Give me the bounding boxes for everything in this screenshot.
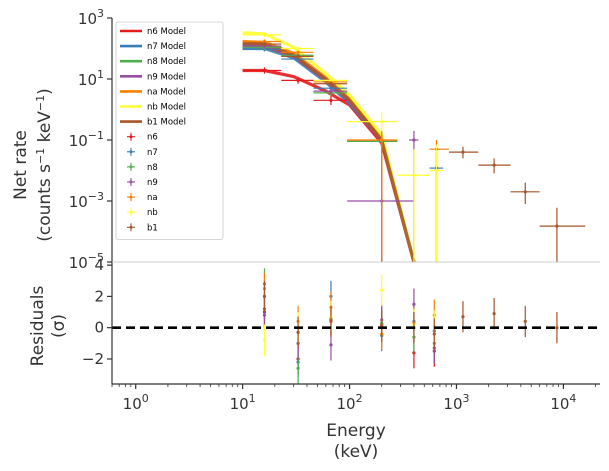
residuals-y-label-line1: Residuals (28, 286, 48, 367)
residual-point-b1 (380, 310, 384, 342)
data-point-nb (242, 33, 282, 37)
residuals-y-tick-label: −2 (82, 350, 104, 368)
residuals-y-tick-label: 0 (94, 319, 104, 337)
data-point-na (429, 140, 449, 262)
residual-point-b1 (262, 280, 267, 313)
legend-label: b1 (147, 223, 158, 233)
data-point-nb (429, 144, 444, 262)
legend-label: na Model (147, 87, 186, 97)
data-point-n9 (313, 88, 348, 95)
model-curves (242, 31, 416, 263)
data-point-n6 (281, 77, 314, 84)
data-point-na (281, 50, 314, 55)
residuals-y-ticks: 4 2 0 −2 (82, 256, 112, 368)
data-point-b1 (242, 42, 282, 47)
residuals-y-tick-label: 2 (94, 287, 104, 305)
residual-point-b1 (329, 305, 333, 338)
residual-point-b1 (296, 316, 300, 349)
data-point-n6 (347, 134, 398, 262)
residual-point-b1 (492, 297, 496, 330)
legend-label: nb Model (147, 103, 186, 113)
data-point-b1 (510, 182, 540, 204)
legend-swatch-n9-data (127, 178, 135, 186)
legend: n6 Model n7 Model n8 Model n9 Model na Model… (115, 21, 224, 240)
legend-label: n9 Model (147, 72, 186, 82)
residual-point-nb (380, 274, 384, 306)
residual-point-b1 (555, 312, 559, 344)
x-axis-label-line2: (keV) (334, 442, 379, 462)
legend-swatch-n8-data (127, 162, 135, 171)
data-point-b1 (478, 158, 511, 174)
model-curve-nb (242, 31, 416, 263)
legend-label: n8 (147, 163, 158, 173)
legend-swatch-nb-data (127, 208, 135, 217)
energy-x-tick-label: 103 (443, 392, 469, 413)
spectrum-y-label-line2: (counts s−1 keV−1) (34, 88, 55, 242)
spectrum-y-tick-label: 10−3 (69, 190, 104, 211)
spectrum-y-ticks: 103 101 10−1 10−3 10−5 (69, 7, 112, 272)
legend-label: n6 Model (147, 27, 186, 37)
legend-swatch-n6-data (127, 132, 135, 141)
legend-swatch-b1-data (127, 223, 135, 232)
energy-x-ticks: 100 101 102 103 104 (111, 384, 596, 413)
legend-label: n6 (147, 133, 158, 143)
spectrum-y-tick-label: 10−5 (69, 251, 104, 272)
legend-label: n7 Model (147, 42, 186, 52)
spectrum-y-tick-label: 10−1 (69, 129, 104, 150)
data-point-b1 (448, 146, 479, 159)
residuals-y-label-line2: (σ) (49, 314, 69, 338)
data-point-b1 (313, 81, 348, 87)
spectrum-y-label-line1: Net rate (11, 130, 31, 200)
legend-swatch-n7-data (127, 147, 135, 156)
energy-x-tick-label: 104 (550, 392, 576, 413)
energy-x-tick-label: 100 (123, 392, 149, 413)
legend-frame (115, 21, 224, 240)
residual-point-b1 (432, 318, 436, 350)
data-point-b1 (281, 54, 314, 60)
residual-point-b1 (523, 305, 527, 338)
x-axis-label-line1: Energy (326, 421, 386, 441)
legend-swatch-na-data (127, 193, 135, 202)
residual-points (262, 268, 559, 384)
data-point-nb (347, 112, 398, 131)
legend-label: n9 (147, 178, 158, 188)
legend-label: nb (147, 208, 158, 218)
data-points (242, 33, 586, 262)
residuals-panel: 4 2 0 −2 100 101 102 103 104 Residuals (σ) Ener… (28, 256, 600, 462)
spectrum-y-tick-label: 101 (78, 68, 104, 89)
legend-label: na (147, 193, 158, 203)
energy-x-tick-label: 101 (230, 392, 256, 413)
data-point-n6 (313, 95, 348, 106)
data-point-nb (281, 46, 314, 51)
residual-point-nb (262, 324, 267, 356)
spectrum-y-tick-label: 103 (78, 7, 104, 28)
legend-label: n7 (147, 148, 158, 158)
legend-label: n8 Model (147, 57, 186, 67)
residuals-y-tick-label: 4 (94, 256, 104, 274)
data-point-b1 (539, 207, 586, 262)
data-point-n6 (242, 67, 282, 74)
energy-x-tick-label: 102 (337, 392, 363, 413)
legend-label: b1 Model (147, 118, 186, 128)
data-point-na (347, 130, 398, 262)
data-point-nb (397, 149, 430, 262)
spectrum-panel: 103 101 10−1 10−3 10−5 Net rate (counts s−1 … (11, 7, 586, 272)
data-point-n8 (347, 134, 398, 262)
